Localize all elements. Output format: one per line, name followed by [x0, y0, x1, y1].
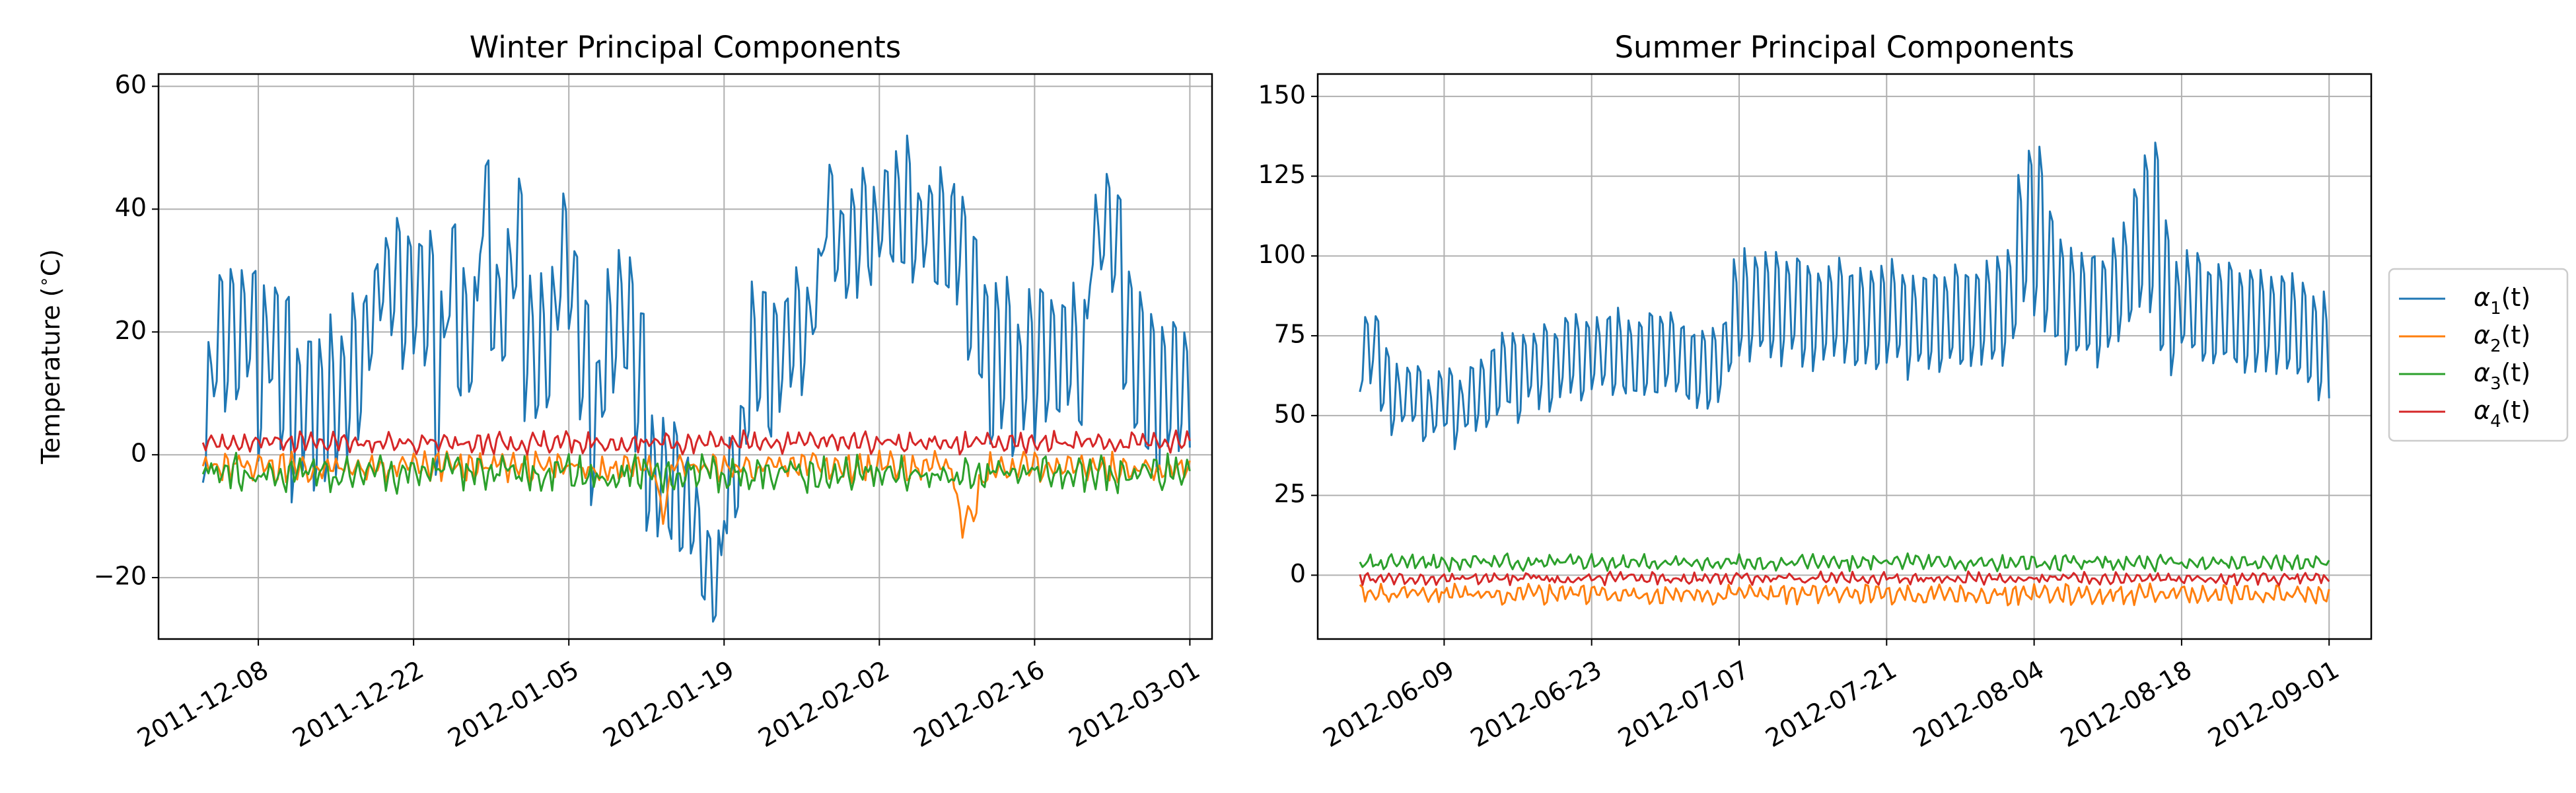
- legend-label-alpha3: α3(t): [2474, 358, 2530, 394]
- legend-label-alpha2: α2(t): [2474, 321, 2530, 356]
- legend-label-subscript: 4: [2490, 412, 2501, 432]
- summer-y-tick-label: 75: [1274, 320, 1306, 349]
- legend-box: [2388, 268, 2569, 442]
- summer-y-tick-label: 125: [1258, 160, 1306, 189]
- winter-y-tick-label: 0: [131, 439, 147, 468]
- winter-plot-area: [159, 74, 1212, 639]
- summer-series-line-alpha2: [1359, 582, 2330, 607]
- summer-series-lines: [1359, 141, 2330, 607]
- summer-y-tick-label: 0: [1290, 559, 1306, 588]
- legend-label-tail: (t): [2501, 283, 2531, 312]
- legend-label-alpha1: α1(t): [2474, 283, 2530, 319]
- winter-y-tick-label: 40: [115, 193, 147, 222]
- summer-chart-title: Summer Principal Components: [1614, 30, 2074, 65]
- legend: α1(t)α2(t)α3(t)α4(t): [2388, 268, 2569, 442]
- winter-series-line-alpha3: [201, 451, 1191, 495]
- winter-grid: [159, 74, 1212, 639]
- legend-label-tail: (t): [2501, 321, 2531, 350]
- winter-y-tick-label: −20: [94, 562, 147, 591]
- summer-y-tick-label: 100: [1258, 240, 1306, 269]
- winter-chart-title: Winter Principal Components: [470, 30, 901, 65]
- summer-y-axis: 0 25 50 75 100 125 150: [1258, 80, 1318, 588]
- legend-label-symbol: α: [2474, 283, 2490, 312]
- legend-label-subscript: 1: [2490, 299, 2501, 319]
- summer-series-line-alpha4: [1359, 570, 2330, 587]
- winter-y-label-unit: C): [36, 249, 65, 276]
- winter-y-tick-label: 60: [115, 70, 147, 99]
- legend-label-symbol: α: [2474, 321, 2490, 350]
- legend-label-symbol: α: [2474, 358, 2490, 387]
- winter-axes-frame: [157, 73, 1213, 640]
- legend-label-tail: (t): [2501, 358, 2531, 387]
- legend-label-subscript: 2: [2490, 336, 2501, 356]
- winter-y-tick-label: 20: [115, 316, 147, 345]
- summer-series-line-alpha1: [1359, 141, 2330, 451]
- winter-series-line-alpha2: [201, 449, 1191, 539]
- winter-y-axis: −20 0 20 40 60: [94, 70, 159, 591]
- winter-y-axis-label: Temperature (∘C): [34, 249, 65, 465]
- winter-y-label-pre: Temperature (: [36, 287, 65, 465]
- legend-label-alpha4: α4(t): [2474, 396, 2530, 432]
- winter-y-label-degree: ∘: [34, 276, 54, 287]
- winter-series-lines: [201, 134, 1191, 623]
- legend-label-symbol: α: [2474, 396, 2490, 425]
- winter-series-line-alpha4: [201, 429, 1191, 456]
- summer-y-tick-label: 150: [1258, 80, 1306, 109]
- summer-axes-frame: [1316, 73, 2373, 640]
- summer-y-tick-label: 25: [1274, 479, 1306, 508]
- legend-label-tail: (t): [2501, 396, 2531, 425]
- summer-y-tick-label: 50: [1274, 399, 1306, 428]
- summer-series-line-alpha3: [1359, 552, 2330, 573]
- legend-label-subscript: 3: [2490, 374, 2501, 394]
